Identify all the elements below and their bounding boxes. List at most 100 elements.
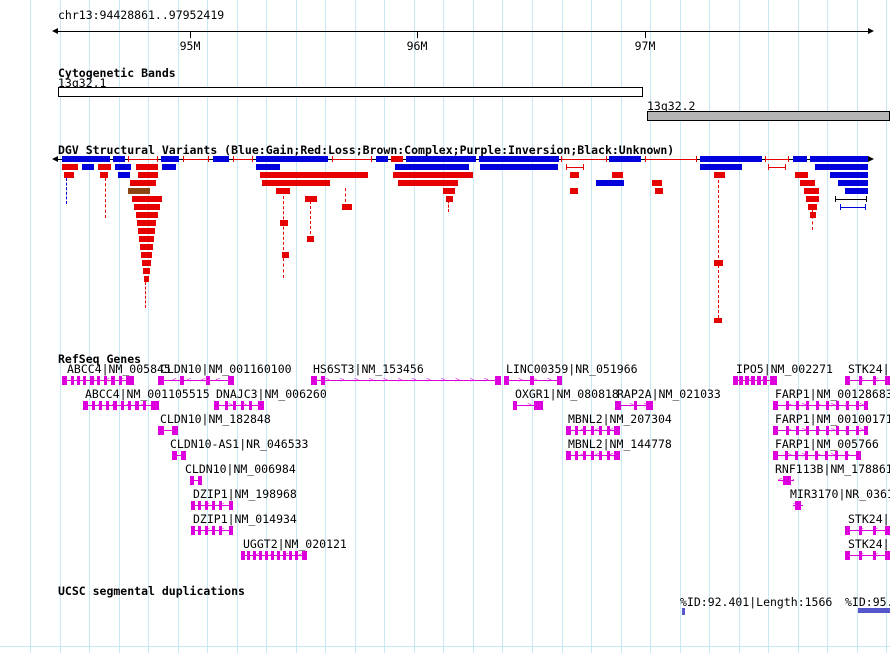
dgv-variant-bracket[interactable] xyxy=(645,156,697,162)
dgv-variant[interactable] xyxy=(138,228,155,234)
dgv-variant[interactable] xyxy=(714,318,722,323)
dgv-variant[interactable] xyxy=(130,180,156,186)
dgv-variant[interactable] xyxy=(443,188,455,194)
dgv-variant-bracket[interactable] xyxy=(835,196,867,202)
dgv-variant[interactable] xyxy=(142,260,151,266)
dgv-variant[interactable] xyxy=(307,236,314,242)
dgv-variant[interactable] xyxy=(804,188,819,194)
dgv-variant-dashed[interactable] xyxy=(145,282,146,308)
gene-model[interactable]: < < < < < xyxy=(845,526,890,535)
dgv-variant[interactable] xyxy=(479,156,559,162)
gene-model[interactable]: < < < < < xyxy=(191,501,233,510)
dgv-variant[interactable] xyxy=(144,276,149,282)
gene-model[interactable]: > > > > > > > > > > > xyxy=(773,401,868,410)
dgv-variant-bracket[interactable] xyxy=(332,156,372,162)
segdup-bar[interactable] xyxy=(858,608,890,613)
dgv-variant-dashed[interactable] xyxy=(718,180,719,318)
dgv-variant[interactable] xyxy=(793,156,807,162)
gene-model[interactable]: < < < < < xyxy=(845,376,890,385)
gene-model[interactable]: > > > > > > > > > > > > > > > > > > > > … xyxy=(311,376,501,385)
dgv-variant[interactable] xyxy=(570,188,578,194)
dgv-variant[interactable] xyxy=(141,252,152,258)
dgv-variant[interactable] xyxy=(393,172,473,178)
gene-model[interactable]: > xyxy=(172,451,186,460)
dgv-variant-dashed[interactable] xyxy=(310,196,311,234)
dgv-variant[interactable] xyxy=(128,188,150,194)
dgv-variant[interactable] xyxy=(795,172,808,178)
dgv-variant[interactable] xyxy=(62,156,110,162)
dgv-variant[interactable] xyxy=(395,164,469,170)
dgv-variant[interactable] xyxy=(810,156,868,162)
dgv-variant[interactable] xyxy=(213,156,229,162)
dgv-variant[interactable] xyxy=(406,156,476,162)
cytoband-bar[interactable] xyxy=(58,87,643,97)
dgv-variant[interactable] xyxy=(62,164,78,170)
dgv-variant[interactable] xyxy=(98,164,111,170)
dgv-variant[interactable] xyxy=(700,156,762,162)
dgv-variant[interactable] xyxy=(260,172,368,178)
gene-model[interactable]: > > > > > > > xyxy=(504,376,562,385)
dgv-variant-bracket[interactable] xyxy=(566,164,584,170)
dgv-variant-bracket[interactable] xyxy=(768,164,786,170)
dgv-variant-bracket[interactable] xyxy=(561,156,607,162)
dgv-variant[interactable] xyxy=(82,164,94,170)
dgv-variant[interactable] xyxy=(815,164,868,170)
dgv-variant[interactable] xyxy=(161,156,179,162)
dgv-variant-dashed[interactable] xyxy=(66,178,67,204)
dgv-variant[interactable] xyxy=(256,164,280,170)
gene-model[interactable]: < < xyxy=(158,426,178,435)
gene-model[interactable]: > > > xyxy=(513,401,543,410)
dgv-variant[interactable] xyxy=(398,180,458,186)
dgv-variant[interactable] xyxy=(305,196,317,202)
gene-model[interactable]: < < < < < < < < xyxy=(241,551,307,560)
gene-model[interactable]: < xyxy=(190,476,202,485)
dgv-variant[interactable] xyxy=(276,188,290,194)
dgv-variant[interactable] xyxy=(134,204,160,210)
cytoband-bar[interactable] xyxy=(647,111,890,121)
dgv-variant[interactable] xyxy=(140,244,153,250)
dgv-variant[interactable] xyxy=(376,156,388,162)
dgv-variant[interactable] xyxy=(596,180,624,186)
dgv-variant[interactable] xyxy=(612,172,623,178)
dgv-variant[interactable] xyxy=(115,164,131,170)
dgv-variant[interactable] xyxy=(100,172,108,178)
gene-model[interactable]: < < < < < xyxy=(191,526,233,535)
dgv-variant[interactable] xyxy=(570,172,579,178)
gene-model[interactable]: < < < < < < xyxy=(566,451,620,460)
dgv-variant[interactable] xyxy=(136,212,158,218)
dgv-variant-dashed[interactable] xyxy=(283,258,284,278)
dgv-variant[interactable] xyxy=(609,156,641,162)
dgv-variant[interactable] xyxy=(139,236,154,242)
gene-model[interactable]: < < < < < xyxy=(845,551,890,560)
segdup-bar[interactable] xyxy=(682,608,685,615)
dgv-variant-dashed[interactable] xyxy=(448,196,449,212)
dgv-variant[interactable] xyxy=(808,204,817,210)
dgv-variant[interactable] xyxy=(162,164,176,170)
dgv-variant[interactable] xyxy=(446,196,453,202)
dgv-variant[interactable] xyxy=(830,172,868,178)
gene-model[interactable]: > > > > > > > > > > > xyxy=(773,451,861,460)
dgv-variant[interactable] xyxy=(137,220,156,226)
dgv-variant-bracket[interactable] xyxy=(765,156,789,162)
dgv-variant-dashed[interactable] xyxy=(812,210,813,230)
dgv-variant-dashed[interactable] xyxy=(105,178,106,218)
gene-model[interactable]: > > > > xyxy=(615,401,653,410)
dgv-variant[interactable] xyxy=(136,164,158,170)
dgv-variant[interactable] xyxy=(64,172,74,178)
gene-model[interactable]: > > > > > > > > > > > xyxy=(773,426,868,435)
dgv-variant[interactable] xyxy=(845,188,868,194)
dgv-variant[interactable] xyxy=(138,172,158,178)
dgv-variant[interactable] xyxy=(838,180,868,186)
dgv-variant[interactable] xyxy=(391,156,403,162)
gene-model[interactable]: < < xyxy=(778,476,794,485)
gene-model[interactable]: < < < < < < xyxy=(566,426,620,435)
dgv-variant[interactable] xyxy=(113,156,125,162)
dgv-variant[interactable] xyxy=(118,172,130,178)
dgv-variant[interactable] xyxy=(480,164,558,170)
dgv-variant[interactable] xyxy=(700,164,742,170)
dgv-variant[interactable] xyxy=(800,180,815,186)
dgv-variant-dashed[interactable] xyxy=(283,196,284,250)
gene-model[interactable]: > > > > > > xyxy=(214,401,264,410)
dgv-variant[interactable] xyxy=(655,188,663,194)
dgv-variant[interactable] xyxy=(280,220,288,226)
